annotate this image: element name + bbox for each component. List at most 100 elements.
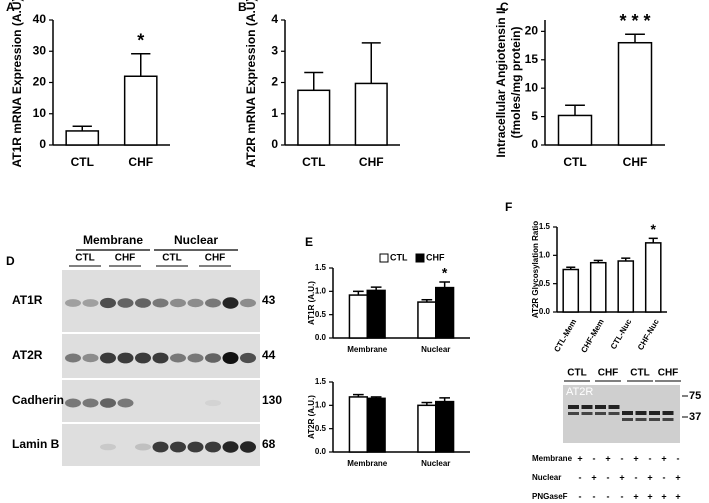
treatment-label: Membrane [532, 454, 573, 463]
x-tick-label: CHF [623, 155, 648, 169]
row-label: Lamin B [12, 437, 60, 451]
treatment-label: PNGaseF [532, 492, 568, 501]
treatment-sign: - [621, 491, 624, 501]
bar [366, 397, 386, 453]
blot-band [152, 441, 169, 453]
blot-band [622, 411, 633, 415]
y-tick-label: 4 [271, 12, 278, 26]
panel-letter: F [505, 200, 512, 214]
treatment-sign: + [577, 453, 582, 463]
x-tick-label: Membrane [347, 459, 388, 468]
treatment-sign: - [579, 472, 582, 482]
y-axis-label: Intracellular Angiotensin II [494, 7, 508, 157]
blot-band [568, 412, 579, 415]
row-label: AT2R [12, 348, 43, 362]
y-tick-label: 1.5 [315, 263, 327, 272]
y-tick-label: 10 [525, 80, 539, 94]
blot-band [622, 418, 633, 421]
blot-band [187, 441, 204, 453]
treatment-sign: - [677, 453, 680, 463]
blot-band [649, 411, 660, 415]
bar [562, 268, 580, 313]
lane-label: CHF [658, 368, 679, 379]
bar [435, 400, 455, 453]
y-tick-label: 0 [531, 137, 538, 151]
y-tick-label: 1.0 [539, 250, 551, 259]
blot-band [240, 441, 256, 453]
blot-band [205, 399, 221, 407]
x-tick-label: CTL-Nuc [609, 317, 634, 351]
bar [297, 89, 331, 146]
x-tick-label: CHF [359, 155, 384, 169]
blot-band [240, 298, 256, 308]
y-tick-label: 1.0 [315, 286, 327, 295]
y-tick-label: 0.0 [539, 307, 551, 316]
y-axis-label: AT2R Glycosylation Ratio [531, 221, 540, 318]
y-axis-label: AT2R (A.U.) [307, 395, 316, 439]
y-tick-label: 0.5 [315, 424, 327, 433]
y-tick-label: 0.5 [315, 310, 327, 319]
y-axis-label: (fmoles/mg protein) [509, 26, 523, 138]
blot-band [581, 412, 593, 415]
bar [348, 396, 369, 453]
x-tick-label: Nuclear [421, 345, 450, 354]
bar [617, 41, 653, 146]
panel-letter: B [238, 0, 247, 14]
bar [617, 260, 635, 313]
y-tick-label: 2 [271, 75, 278, 89]
legend-swatch [379, 253, 389, 263]
x-tick-label: CTL-Mem [552, 318, 578, 354]
annotation: * [651, 221, 657, 237]
treatment-sign: - [579, 491, 582, 501]
blot-band [581, 405, 593, 409]
annotation: * * * [619, 11, 650, 31]
blot-band [205, 298, 221, 308]
blot-band [170, 353, 186, 363]
y-tick-label: 10 [33, 106, 47, 120]
treatment-sign: + [647, 491, 652, 501]
y-tick-label: 20 [525, 24, 539, 38]
y-tick-label: 0.0 [315, 447, 327, 456]
y-tick-label: 0 [39, 137, 46, 151]
y-tick-label: 1.5 [539, 222, 551, 231]
mw-label: 44 [262, 348, 276, 362]
bar [589, 261, 607, 313]
treatment-sign: - [607, 472, 610, 482]
x-tick-label: Membrane [347, 345, 388, 354]
lane-label: CTL [630, 368, 649, 379]
blot-band [649, 418, 660, 421]
y-axis-label: AT1R (A.U.) [307, 281, 316, 325]
treatment-sign: - [607, 491, 610, 501]
bar [65, 130, 100, 146]
marker-label: 37 [689, 411, 701, 423]
blot-band [135, 298, 151, 308]
mw-label: 130 [262, 393, 282, 407]
y-axis-label: AT1R mRNA Expression (A.U) [10, 0, 24, 168]
legend-label: CHF [426, 252, 445, 262]
blot-band [117, 298, 134, 308]
lane-label: CHF [205, 253, 226, 264]
y-tick-label: 0.5 [539, 279, 551, 288]
blot-band [662, 411, 674, 415]
y-tick-label: 0.0 [315, 333, 327, 342]
panel-letter: E [305, 235, 313, 249]
blot-band [170, 298, 186, 308]
blot-band [135, 352, 151, 364]
treatment-sign: + [661, 491, 666, 501]
bar [557, 114, 593, 146]
y-tick-label: 3 [271, 43, 278, 57]
bar [417, 404, 437, 453]
marker-label: 75 [689, 390, 701, 402]
treatment-sign: + [619, 472, 624, 482]
y-tick-label: 30 [33, 43, 47, 57]
blot-band [82, 398, 99, 408]
annotation: * [137, 31, 144, 51]
blot-band [240, 352, 256, 364]
blot-band [65, 398, 81, 408]
bar [644, 242, 662, 313]
treatment-sign: - [593, 491, 596, 501]
blot-band [608, 405, 620, 409]
treatment-sign: + [591, 472, 596, 482]
blot-band [117, 352, 134, 364]
blot-band [595, 405, 606, 409]
